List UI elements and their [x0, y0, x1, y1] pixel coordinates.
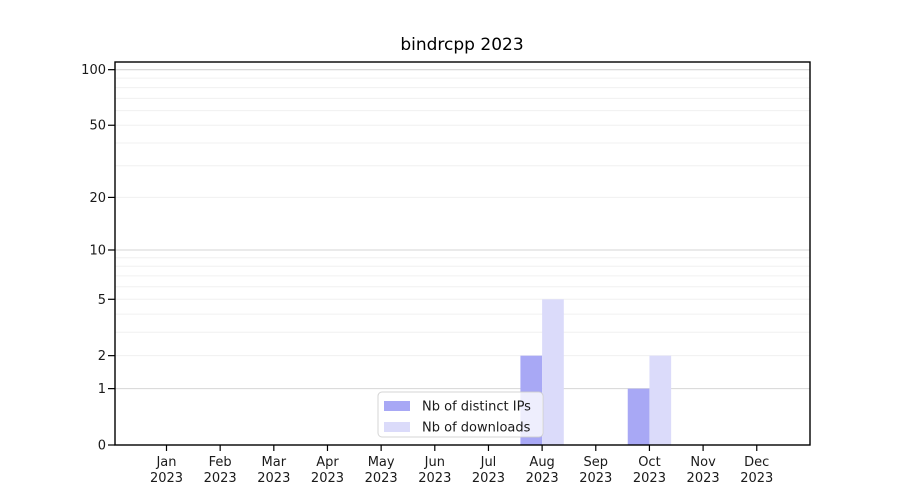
- bar: [542, 299, 564, 445]
- legend-box: [377, 391, 544, 438]
- x-tick-label-year: 2023: [365, 471, 398, 486]
- x-tick-label-month: Nov: [690, 455, 716, 470]
- legend-label: Nb of distinct IPs: [422, 400, 531, 415]
- legend-label: Nb of downloads: [422, 421, 531, 436]
- bar: [627, 388, 650, 445]
- x-tick-label-month: Jun: [424, 455, 445, 470]
- x-tick-label-month: May: [368, 455, 395, 470]
- x-tick-label-year: 2023: [740, 471, 773, 486]
- x-tick-label-year: 2023: [579, 471, 612, 486]
- x-tick-label-month: Jul: [480, 455, 497, 470]
- y-tick-label: 0: [98, 439, 106, 454]
- x-tick-label-year: 2023: [687, 471, 720, 486]
- y-tick-label: 1: [98, 382, 106, 397]
- y-tick-label: 100: [81, 63, 106, 78]
- chart-title: bindrcpp 2023: [400, 35, 523, 55]
- y-tick-label: 20: [89, 191, 106, 206]
- x-tick-label-year: 2023: [311, 471, 344, 486]
- x-tick-label-month: Dec: [744, 455, 769, 470]
- x-tick-label-month: Mar: [262, 455, 287, 470]
- x-tick-label-year: 2023: [472, 471, 505, 486]
- x-tick-label-month: Sep: [584, 455, 609, 470]
- legend: Nb of distinct IPs Nb of downloads: [377, 391, 544, 438]
- y-tick-label: 50: [89, 119, 106, 134]
- x-tick-label-month: Apr: [316, 455, 339, 470]
- x-tick-label-month: Oct: [638, 455, 660, 470]
- y-tick-label: 5: [98, 293, 106, 308]
- axis-layer: 0125102050100Jan2023Feb2023Mar2023Apr202…: [81, 61, 811, 486]
- x-tick-label-month: Feb: [209, 455, 232, 470]
- x-tick-label-year: 2023: [204, 471, 237, 486]
- x-tick-label-month: Aug: [529, 455, 554, 470]
- x-tick-label-year: 2023: [526, 471, 559, 486]
- x-tick-label-year: 2023: [418, 471, 451, 486]
- x-tick-label-year: 2023: [150, 471, 183, 486]
- bar: [649, 355, 672, 445]
- legend-swatch: [384, 422, 410, 432]
- y-tick-label: 2: [98, 349, 106, 364]
- x-tick-label-year: 2023: [633, 471, 666, 486]
- grid-layer: [115, 69, 810, 390]
- x-tick-label-month: Jan: [155, 455, 176, 470]
- x-tick-label-year: 2023: [257, 471, 290, 486]
- plot-border: [114, 61, 811, 446]
- legend-swatch: [384, 401, 410, 411]
- y-tick-label: 10: [89, 243, 106, 258]
